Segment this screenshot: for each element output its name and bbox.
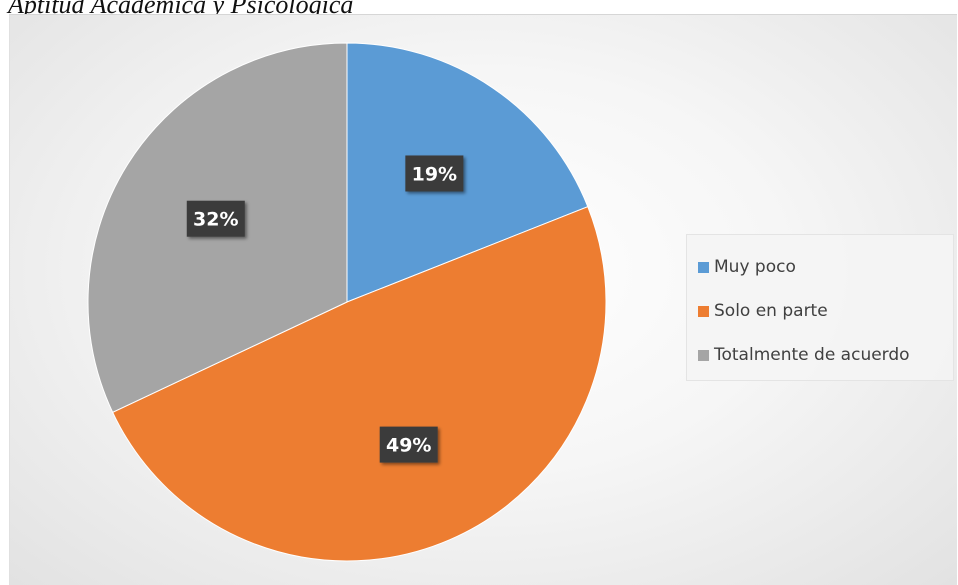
legend-label-muy-poco: Muy poco	[714, 257, 796, 277]
chart-area: 19% 49% 32% Muy poco Solo en parte Totalme…	[9, 14, 957, 585]
legend-swatch-totalmente-de-acuerdo	[698, 349, 709, 361]
pie-data-labels: 19% 49% 32%	[186, 155, 464, 463]
data-label-box-muy-poco	[405, 155, 464, 192]
legend-item-muy-poco: Muy poco	[687, 245, 953, 289]
legend-label-totalmente-de-acuerdo: Totalmente de acuerdo	[714, 345, 910, 365]
chart-legend: Muy poco Solo en parte Totalmente de acu…	[686, 234, 954, 381]
data-label-text-muy-poco: 19%	[412, 163, 457, 185]
data-label-text-totalmente-de-acuerdo: 32%	[193, 209, 238, 231]
legend-swatch-solo-en-parte	[698, 305, 709, 317]
data-label-totalmente-de-acuerdo: 32%	[186, 200, 245, 237]
data-label-box-totalmente-de-acuerdo	[186, 200, 245, 237]
legend-swatch-muy-poco	[698, 261, 709, 273]
data-label-solo-en-parte: 49%	[379, 426, 438, 463]
data-label-muy-poco: 19%	[405, 155, 464, 192]
data-label-text-solo-en-parte: 49%	[386, 435, 431, 457]
pie-slice-solo-en-parte	[111, 206, 607, 562]
pie-chart: 19% 49% 32%	[87, 42, 607, 562]
pie-slices	[87, 42, 607, 562]
data-label-box-solo-en-parte	[379, 426, 438, 463]
legend-label-solo-en-parte: Solo en parte	[714, 301, 828, 321]
pie-slice-muy-poco	[346, 42, 589, 303]
legend-item-solo-en-parte: Solo en parte	[687, 289, 953, 333]
legend-item-totalmente-de-acuerdo: Totalmente de acuerdo	[687, 333, 953, 377]
